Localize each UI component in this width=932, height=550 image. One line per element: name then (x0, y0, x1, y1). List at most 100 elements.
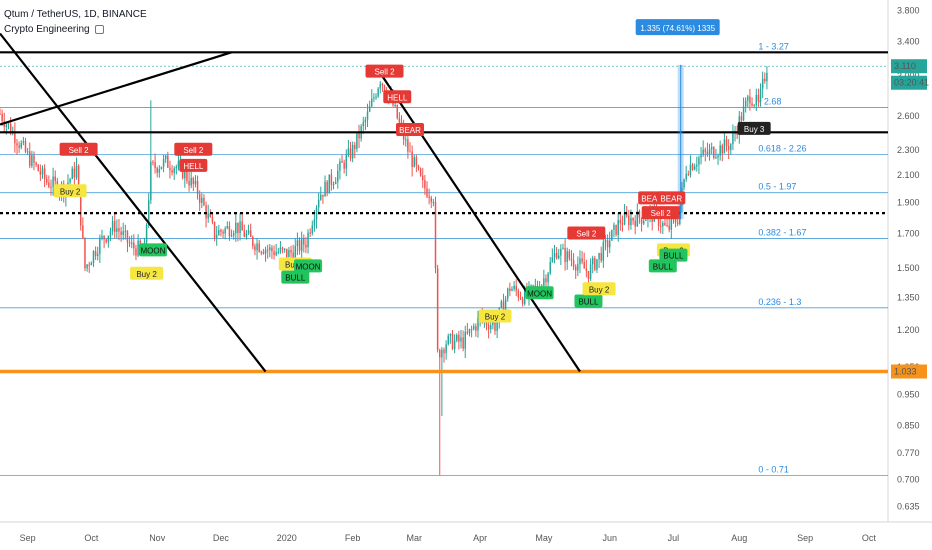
signal-text: MOON (141, 246, 166, 255)
signal-label-buy (478, 309, 512, 323)
signal-text: Buy 2 (60, 187, 81, 196)
candle-body (101, 235, 103, 238)
candle-body (766, 72, 768, 82)
time-tick-label: Jul (668, 533, 680, 543)
signal-text: BULL (663, 252, 684, 261)
candle-body (162, 159, 165, 167)
candle-body (14, 131, 16, 144)
candle-body (642, 220, 645, 224)
candle-body (604, 240, 607, 243)
signal-label-buy (582, 282, 616, 296)
candle-body (659, 225, 662, 227)
candle-body (670, 218, 673, 230)
fib-level-label: 1 - 3.27 (758, 41, 789, 51)
candle-body (1, 113, 3, 122)
candle-body (86, 264, 88, 269)
candle-body (137, 240, 139, 256)
candle-body (264, 249, 267, 254)
candle-body (509, 288, 511, 291)
candle-body (396, 104, 399, 119)
candle-body (628, 215, 630, 226)
candle-body (232, 233, 235, 236)
signal-text: HELL (387, 93, 408, 102)
candle-body (662, 222, 664, 227)
fib-level-label: 0.618 - 2.26 (758, 144, 806, 154)
candle-body (326, 181, 328, 194)
candle-body (201, 197, 203, 203)
candle-body (341, 161, 343, 163)
candle-body (356, 132, 358, 150)
candle-body (235, 222, 237, 234)
candle-body (109, 231, 112, 236)
time-tick-label: Mar (407, 533, 423, 543)
candle-body (347, 148, 350, 155)
indicator-name: Crypto Engineering (4, 24, 90, 35)
candle-body (9, 123, 12, 134)
candle-body (209, 213, 212, 217)
candle-body (26, 151, 29, 153)
candle-body (428, 196, 430, 198)
candle-body (687, 173, 690, 175)
candle-body (254, 246, 256, 251)
candle-body (256, 243, 258, 251)
candle-body (31, 155, 33, 166)
candle-body (759, 88, 762, 102)
price-badge-text: 03:20:41 (894, 78, 929, 88)
candle-body (432, 201, 435, 203)
candle-body (103, 235, 105, 240)
candle-body (443, 349, 445, 354)
candle-body (513, 285, 515, 289)
candle-body (203, 197, 205, 206)
candle-body (266, 249, 269, 251)
fib-level-label: 0.5 - 1.97 (758, 182, 796, 192)
candle-body (345, 154, 348, 169)
candle-body (317, 199, 320, 208)
candle-body (717, 155, 719, 158)
candle-body (611, 229, 613, 241)
candle-body (619, 220, 622, 224)
candle-body (241, 221, 243, 231)
candle-body (630, 218, 632, 226)
candle-body (598, 253, 600, 260)
eye-icon[interactable] (95, 24, 105, 34)
candle-body (351, 144, 354, 159)
signal-text: HELL (183, 162, 204, 171)
price-tick-label: 0.700 (897, 474, 920, 484)
candle-body (124, 230, 127, 232)
signal-label-sell (179, 158, 208, 172)
candle-body (192, 177, 195, 185)
candle-body (186, 170, 188, 181)
candle-body (679, 205, 681, 224)
candle-body (511, 288, 513, 291)
candle-body (82, 225, 84, 238)
candle-body (7, 123, 10, 125)
signal-label-dark (737, 121, 771, 135)
candle-body (394, 104, 396, 106)
candle-body (475, 326, 477, 331)
candle-body (545, 278, 547, 283)
candle-body (547, 273, 549, 283)
price-tick-label: 1.200 (897, 325, 920, 335)
candle-body (460, 337, 462, 342)
price-tick-label: 1.350 (897, 292, 920, 302)
trendline (381, 75, 581, 373)
candle-body (113, 221, 116, 232)
indicator-row[interactable]: Crypto Engineering (4, 24, 105, 35)
candle-body (328, 174, 331, 194)
price-tick-label: 1.700 (897, 229, 920, 239)
candle-body (379, 83, 382, 89)
candle-body (708, 149, 711, 154)
candle-body (296, 240, 299, 246)
candle-body (337, 170, 339, 182)
candle-body (419, 168, 422, 176)
candle-body (696, 164, 698, 167)
time-tick-label: Jun (602, 533, 617, 543)
candle-body (755, 94, 758, 106)
signal-text: BULL (653, 262, 674, 271)
candle-body (747, 96, 749, 101)
signal-text: BEAR (641, 194, 663, 203)
price-tick-label: 2.300 (897, 145, 920, 155)
candle-body (506, 288, 509, 299)
